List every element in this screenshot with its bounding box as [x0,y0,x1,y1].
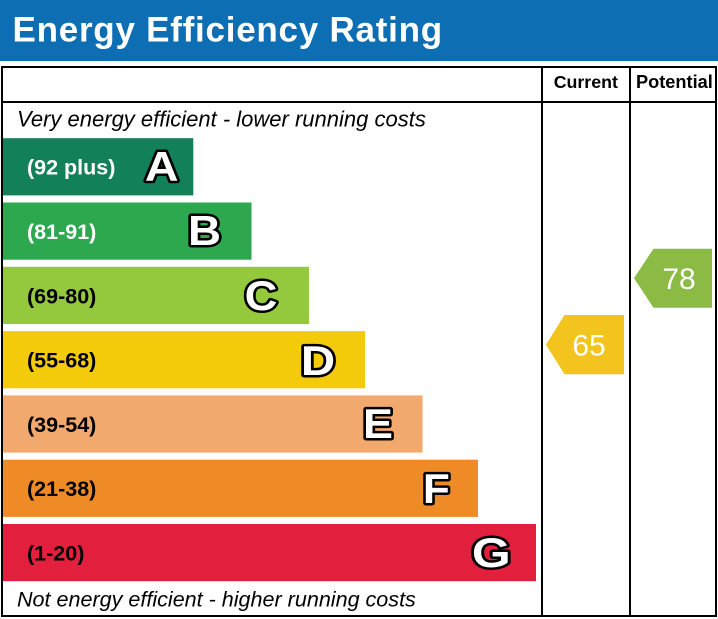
svg-text:78: 78 [662,263,695,296]
svg-text:F: F [423,466,450,513]
svg-text:Energy Efficiency Rating: Energy Efficiency Rating [13,11,443,50]
svg-text:Very energy efficient - lower: Very energy efficient - lower running co… [17,106,426,131]
svg-text:D: D [301,338,335,385]
svg-text:A: A [145,144,179,190]
svg-text:(92 plus): (92 plus) [27,156,115,180]
svg-text:(81-91): (81-91) [27,220,96,244]
svg-text:(55-68): (55-68) [27,349,96,373]
svg-text:(1-20): (1-20) [27,542,84,566]
svg-text:B: B [188,208,221,255]
svg-text:(39-54): (39-54) [27,413,96,437]
svg-text:(69-80): (69-80) [27,284,96,308]
svg-text:G: G [472,529,511,576]
svg-text:E: E [363,401,393,447]
svg-text:65: 65 [572,329,605,362]
svg-text:Not energy efficient - higher: Not energy efficient - higher running co… [17,587,416,612]
svg-text:(21-38): (21-38) [27,477,96,501]
svg-text:Current: Current [554,72,618,92]
svg-text:C: C [245,272,278,319]
svg-text:Potential: Potential [636,72,713,92]
